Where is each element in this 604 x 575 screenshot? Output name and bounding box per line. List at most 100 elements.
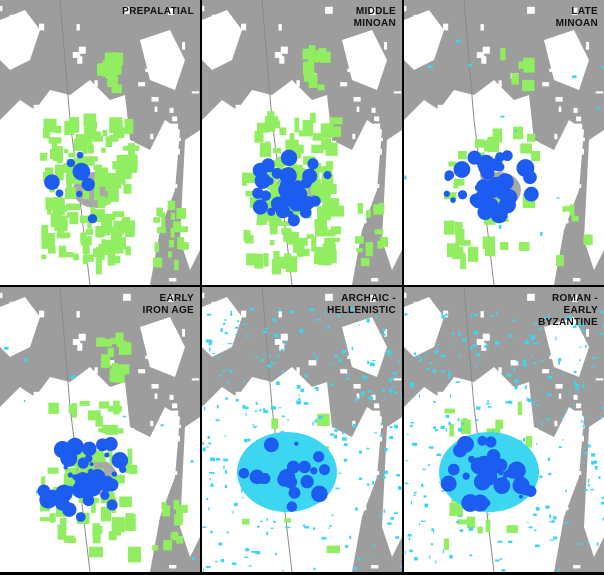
green-patch [113, 239, 124, 254]
green-patch [116, 154, 130, 167]
blue-patch [258, 478, 265, 484]
cyan-patch [264, 351, 266, 355]
terrain-patch [399, 427, 402, 431]
cyan-patch [527, 521, 529, 523]
cyan-patch [548, 315, 551, 319]
cyan-patch [564, 522, 570, 524]
terrain-patch [312, 550, 315, 559]
green-patch [125, 223, 132, 230]
cyan-patch [533, 342, 539, 345]
terrain-patch [558, 393, 562, 399]
blue-patch [288, 486, 301, 499]
cyan-patch [384, 352, 387, 354]
cyan-patch [378, 514, 380, 518]
cyan-patch [424, 503, 429, 508]
green-patch [41, 254, 47, 260]
cyan-patch [468, 63, 472, 67]
terrain-patch [437, 227, 446, 235]
green-patch [87, 144, 94, 154]
green-patch [460, 254, 466, 270]
terrain-patch [223, 108, 227, 114]
cyan-patch [220, 328, 223, 333]
cyan-patch [539, 475, 543, 478]
blue-patch [311, 485, 328, 503]
green-patch [365, 242, 374, 251]
cyan-patch [312, 527, 316, 530]
green-patch [467, 246, 479, 262]
terrain-patch [106, 360, 115, 366]
cyan-patch [372, 480, 374, 485]
green-patch [79, 400, 90, 406]
terrain-patch [404, 127, 408, 130]
green-patch [105, 136, 113, 147]
cyan-patch [263, 330, 268, 334]
green-patch [101, 354, 111, 368]
terrain-patch [400, 507, 402, 512]
green-patch [81, 135, 93, 146]
cyan-patch [383, 509, 386, 513]
terrain-patch [489, 231, 495, 235]
terrain-patch [120, 570, 125, 572]
cyan-patch [449, 554, 453, 559]
green-patch [100, 506, 112, 522]
blue-patch [502, 473, 508, 479]
terrain-patch [489, 518, 495, 522]
cyan-patch [540, 360, 544, 362]
terrain-patch [261, 230, 266, 237]
green-patch [360, 258, 370, 267]
cyan-patch [375, 315, 378, 318]
terrain-patch [77, 343, 83, 351]
cyan-patch [70, 375, 76, 379]
cyan-patch [594, 465, 598, 470]
green-patch [268, 214, 278, 226]
green-patch [92, 135, 104, 142]
terrain-patch [372, 410, 381, 419]
terrain-patch [498, 367, 502, 374]
cyan-patch [224, 332, 228, 335]
terrain-patch [502, 145, 505, 151]
cyan-patch [243, 438, 248, 443]
cyan-patch [459, 529, 464, 533]
cyan-patch [582, 384, 585, 388]
terrain-patch [370, 7, 376, 15]
terrain-patch [175, 424, 181, 429]
cyan-patch [316, 388, 319, 391]
cyan-patch [267, 364, 272, 368]
green-patch [167, 200, 176, 211]
cyan-patch [436, 343, 440, 346]
cyan-patch [448, 371, 451, 376]
blue-patch [104, 452, 110, 458]
terrain-patch [565, 219, 569, 224]
cyan-patch [338, 359, 342, 361]
cyan-patch [207, 435, 210, 439]
cyan-patch [246, 334, 249, 338]
green-patch [118, 342, 132, 355]
cyan-patch [381, 388, 385, 392]
blue-patch [462, 472, 470, 480]
green-patch [525, 435, 533, 448]
terrain-patch [241, 310, 247, 318]
terrain-patch [322, 283, 327, 285]
green-patch [174, 259, 179, 271]
green-patch [56, 205, 67, 213]
cyan-patch [549, 521, 554, 523]
blue-patch [252, 187, 264, 199]
terrain-patch [372, 123, 381, 132]
green-patch [511, 73, 519, 85]
cyan-patch [208, 442, 212, 445]
green-patch [555, 254, 564, 267]
blue-patch [58, 447, 64, 454]
cyan-patch [217, 356, 222, 358]
blue-patch [469, 193, 483, 207]
cyan-patch [212, 352, 216, 354]
cyan-patch [69, 484, 72, 488]
cyan-patch [232, 562, 237, 566]
terrain-patch [279, 343, 285, 351]
green-patch [107, 186, 119, 202]
terrain-patch [115, 490, 118, 495]
terrain-patch [280, 46, 288, 54]
terrain-patch [191, 91, 200, 94]
terrain-patch [154, 393, 158, 399]
